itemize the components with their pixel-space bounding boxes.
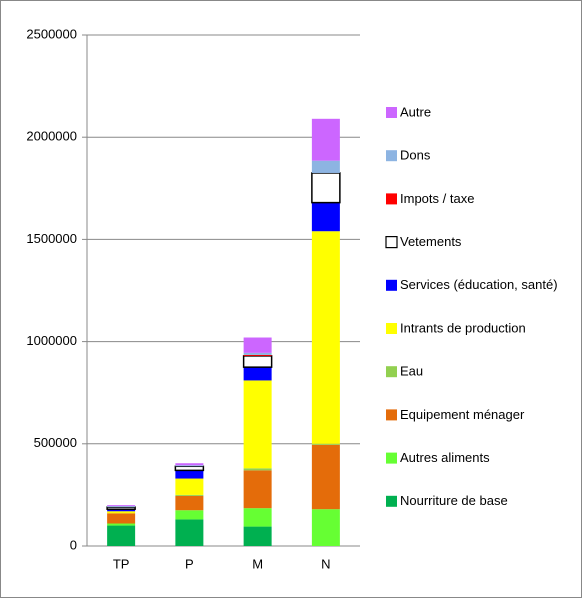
legend-label: Autres aliments bbox=[400, 450, 490, 465]
legend-label: Services (éducation, santé) bbox=[400, 277, 558, 292]
bar-segment bbox=[175, 510, 204, 520]
legend-swatch bbox=[385, 236, 398, 249]
bar-segment bbox=[243, 526, 272, 546]
bar-segment bbox=[311, 202, 340, 232]
legend-swatch bbox=[386, 409, 397, 421]
bar-segment bbox=[311, 509, 340, 546]
bar-segment bbox=[243, 352, 272, 355]
bar-segment bbox=[243, 354, 272, 356]
bar-segment bbox=[175, 478, 204, 495]
bar-segment bbox=[175, 494, 204, 496]
y-tick-label: 2500000 bbox=[26, 26, 77, 41]
bar-segment bbox=[107, 523, 136, 526]
x-tick-label: P bbox=[185, 556, 194, 571]
legend-label: Autre bbox=[400, 104, 431, 119]
legend-swatch bbox=[386, 366, 397, 378]
bar-segment bbox=[243, 470, 272, 509]
bar-segment bbox=[106, 506, 136, 510]
legend-swatch bbox=[386, 150, 397, 162]
legend-label: Intrants de production bbox=[400, 320, 526, 335]
bar-segment bbox=[243, 508, 272, 527]
bar-segment bbox=[107, 506, 136, 508]
legend-swatch bbox=[386, 279, 397, 291]
bar-segment bbox=[311, 444, 340, 510]
x-tick-label: M bbox=[252, 556, 263, 571]
legend-swatch bbox=[386, 323, 397, 334]
bar-segment bbox=[242, 355, 273, 368]
y-tick-label: 500000 bbox=[34, 435, 77, 450]
bar-segment bbox=[175, 519, 204, 546]
bar-segment bbox=[107, 505, 136, 507]
bar-segment bbox=[311, 443, 340, 445]
y-tick-label: 1000000 bbox=[26, 333, 77, 348]
bar-segment bbox=[175, 463, 204, 466]
bar-segment bbox=[175, 470, 204, 479]
x-tick-label: TP bbox=[113, 556, 130, 571]
legend-label: Eau bbox=[400, 364, 423, 379]
bar-segment bbox=[243, 468, 272, 471]
legend: Nourriture de base Autres aliments Equipem… bbox=[385, 104, 558, 508]
bar-segment bbox=[243, 337, 272, 353]
legend-label: Equipement ménager bbox=[400, 407, 525, 422]
bar-segment bbox=[174, 465, 205, 472]
y-tick-label: 1500000 bbox=[26, 231, 77, 246]
bar-segment bbox=[311, 231, 340, 444]
bar-segment bbox=[107, 511, 136, 514]
bar-segment bbox=[311, 118, 340, 161]
legend-swatch bbox=[386, 452, 397, 464]
legend-label: Dons bbox=[400, 148, 431, 163]
bar-segment bbox=[107, 509, 136, 512]
legend-swatch bbox=[386, 107, 397, 118]
bar-segment bbox=[311, 172, 341, 204]
bar-segment bbox=[107, 525, 136, 546]
x-tick-label: N bbox=[321, 556, 330, 571]
y-tick-label: 2000000 bbox=[26, 129, 77, 144]
legend-label: Vetements bbox=[400, 234, 462, 249]
bar-segment bbox=[175, 495, 204, 511]
legend-swatch bbox=[386, 193, 397, 205]
bar-segment bbox=[243, 380, 272, 469]
bar-segment bbox=[107, 513, 136, 524]
y-tick-label: 0 bbox=[70, 537, 77, 552]
legend-label: Impots / taxe bbox=[400, 191, 474, 206]
legend-label: Nourriture de base bbox=[400, 493, 508, 508]
legend-swatch bbox=[386, 495, 397, 507]
bar-segment bbox=[311, 160, 340, 173]
bar-segment bbox=[175, 465, 204, 467]
bar-segment bbox=[243, 367, 272, 381]
